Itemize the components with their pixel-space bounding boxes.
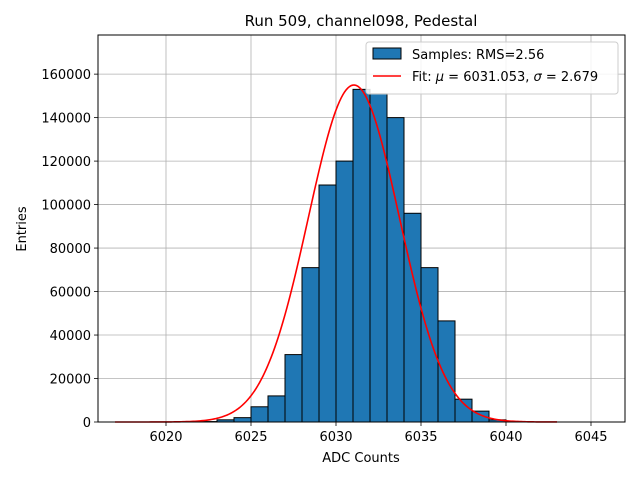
y-tick-label: 60000 xyxy=(50,286,91,301)
histogram-bar xyxy=(267,395,286,423)
histogram-bar xyxy=(420,267,439,423)
x-tick-label: 6035 xyxy=(404,430,437,445)
plot-frame xyxy=(97,34,626,423)
histogram-bar xyxy=(437,320,456,423)
histogram-bar xyxy=(403,212,422,423)
x-tick-label: 6045 xyxy=(574,430,607,445)
legend-label-fit: Fit: μ = 6031.053, σ = 2.679 xyxy=(412,70,598,85)
legend-box xyxy=(365,41,619,95)
y-tick-label: 80000 xyxy=(50,242,91,257)
y-tick-label: 160000 xyxy=(41,68,91,83)
histogram-bar xyxy=(301,267,320,423)
x-tick-label: 6040 xyxy=(489,430,522,445)
histogram-bar xyxy=(369,93,388,423)
x-axis-title: ADC Counts xyxy=(322,451,400,466)
y-tick-label: 40000 xyxy=(50,329,91,344)
x-tick-label: 6030 xyxy=(319,430,352,445)
legend: Samples: RMS=2.56 Fit: μ = 6031.053, σ =… xyxy=(365,41,619,95)
y-tick-label: 100000 xyxy=(41,199,91,214)
histogram-bar xyxy=(250,406,269,423)
histogram-bar xyxy=(335,160,354,423)
y-tick-label: 120000 xyxy=(41,155,91,170)
histogram-bar xyxy=(352,88,371,423)
histogram-bars xyxy=(199,88,507,423)
y-axis-title: Entries xyxy=(15,206,30,252)
y-tick-label: 140000 xyxy=(41,112,91,127)
histogram-bar xyxy=(284,354,303,423)
histogram-bar xyxy=(318,184,337,423)
y-tick-label: 20000 xyxy=(50,373,91,388)
histogram-bar xyxy=(386,117,405,423)
axis-ticks: 6020 6025 6030 6035 6040 6045 0 20000 40000 60000… xyxy=(41,68,607,445)
legend-label-samples: Samples: RMS=2.56 xyxy=(412,48,544,63)
histogram-bar xyxy=(233,417,252,423)
x-tick-label: 6025 xyxy=(234,430,267,445)
legend-swatch-samples xyxy=(372,47,402,60)
x-tick-label: 6020 xyxy=(149,430,182,445)
y-tick-label: 0 xyxy=(83,416,91,431)
chart-title: Run 509, channel098, Pedestal xyxy=(245,12,478,30)
